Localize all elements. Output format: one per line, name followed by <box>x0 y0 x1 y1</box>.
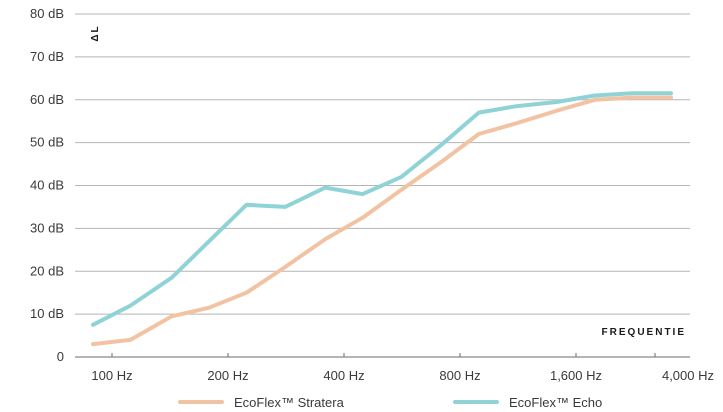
y-axis-title: ΔL <box>90 24 101 41</box>
y-tick-label: 40 dB <box>30 178 64 193</box>
y-tick-label: 50 dB <box>30 135 64 150</box>
y-tick-label: 80 dB <box>30 6 64 21</box>
series-line-echo <box>91 91 673 327</box>
legend-label-stratera: EcoFlex™ Stratera <box>234 394 344 410</box>
y-axis-ticks: 0 10 dB 20 dB 30 dB 40 dB 50 dB 60 dB 70 dB 80 d… <box>30 6 64 364</box>
x-axis-title: FREQUENTIE <box>602 327 686 338</box>
y-tick-label: 70 dB <box>30 49 64 64</box>
y-tick-label: 0 <box>57 349 64 364</box>
x-tick-label: 800 Hz <box>439 368 480 383</box>
x-tick-label: 4,000 Hz <box>662 368 714 383</box>
legend-item-echo: EcoFlex™ Echo <box>453 392 602 412</box>
legend-item-stratera: EcoFlex™ Stratera <box>178 392 344 412</box>
y-tick-label: 10 dB <box>30 306 64 321</box>
x-tick-label: 200 Hz <box>207 368 248 383</box>
y-tick-label: 30 dB <box>30 220 64 235</box>
x-tick-label: 1,600 Hz <box>550 368 602 383</box>
x-tick-label: 100 Hz <box>91 368 132 383</box>
x-axis-ticks: 100 Hz 200 Hz 400 Hz 800 Hz 1,600 Hz 4,000 Hz <box>91 353 714 383</box>
legend-swatch-echo <box>453 400 499 404</box>
y-tick-label: 20 dB <box>30 263 64 278</box>
legend-label-echo: EcoFlex™ Echo <box>509 394 603 410</box>
x-tick-label: 400 Hz <box>323 368 364 383</box>
series-lines <box>91 91 673 347</box>
y-tick-label: 60 dB <box>30 92 64 107</box>
series-line-stratera <box>91 95 673 347</box>
legend-swatch-stratera <box>178 400 224 404</box>
